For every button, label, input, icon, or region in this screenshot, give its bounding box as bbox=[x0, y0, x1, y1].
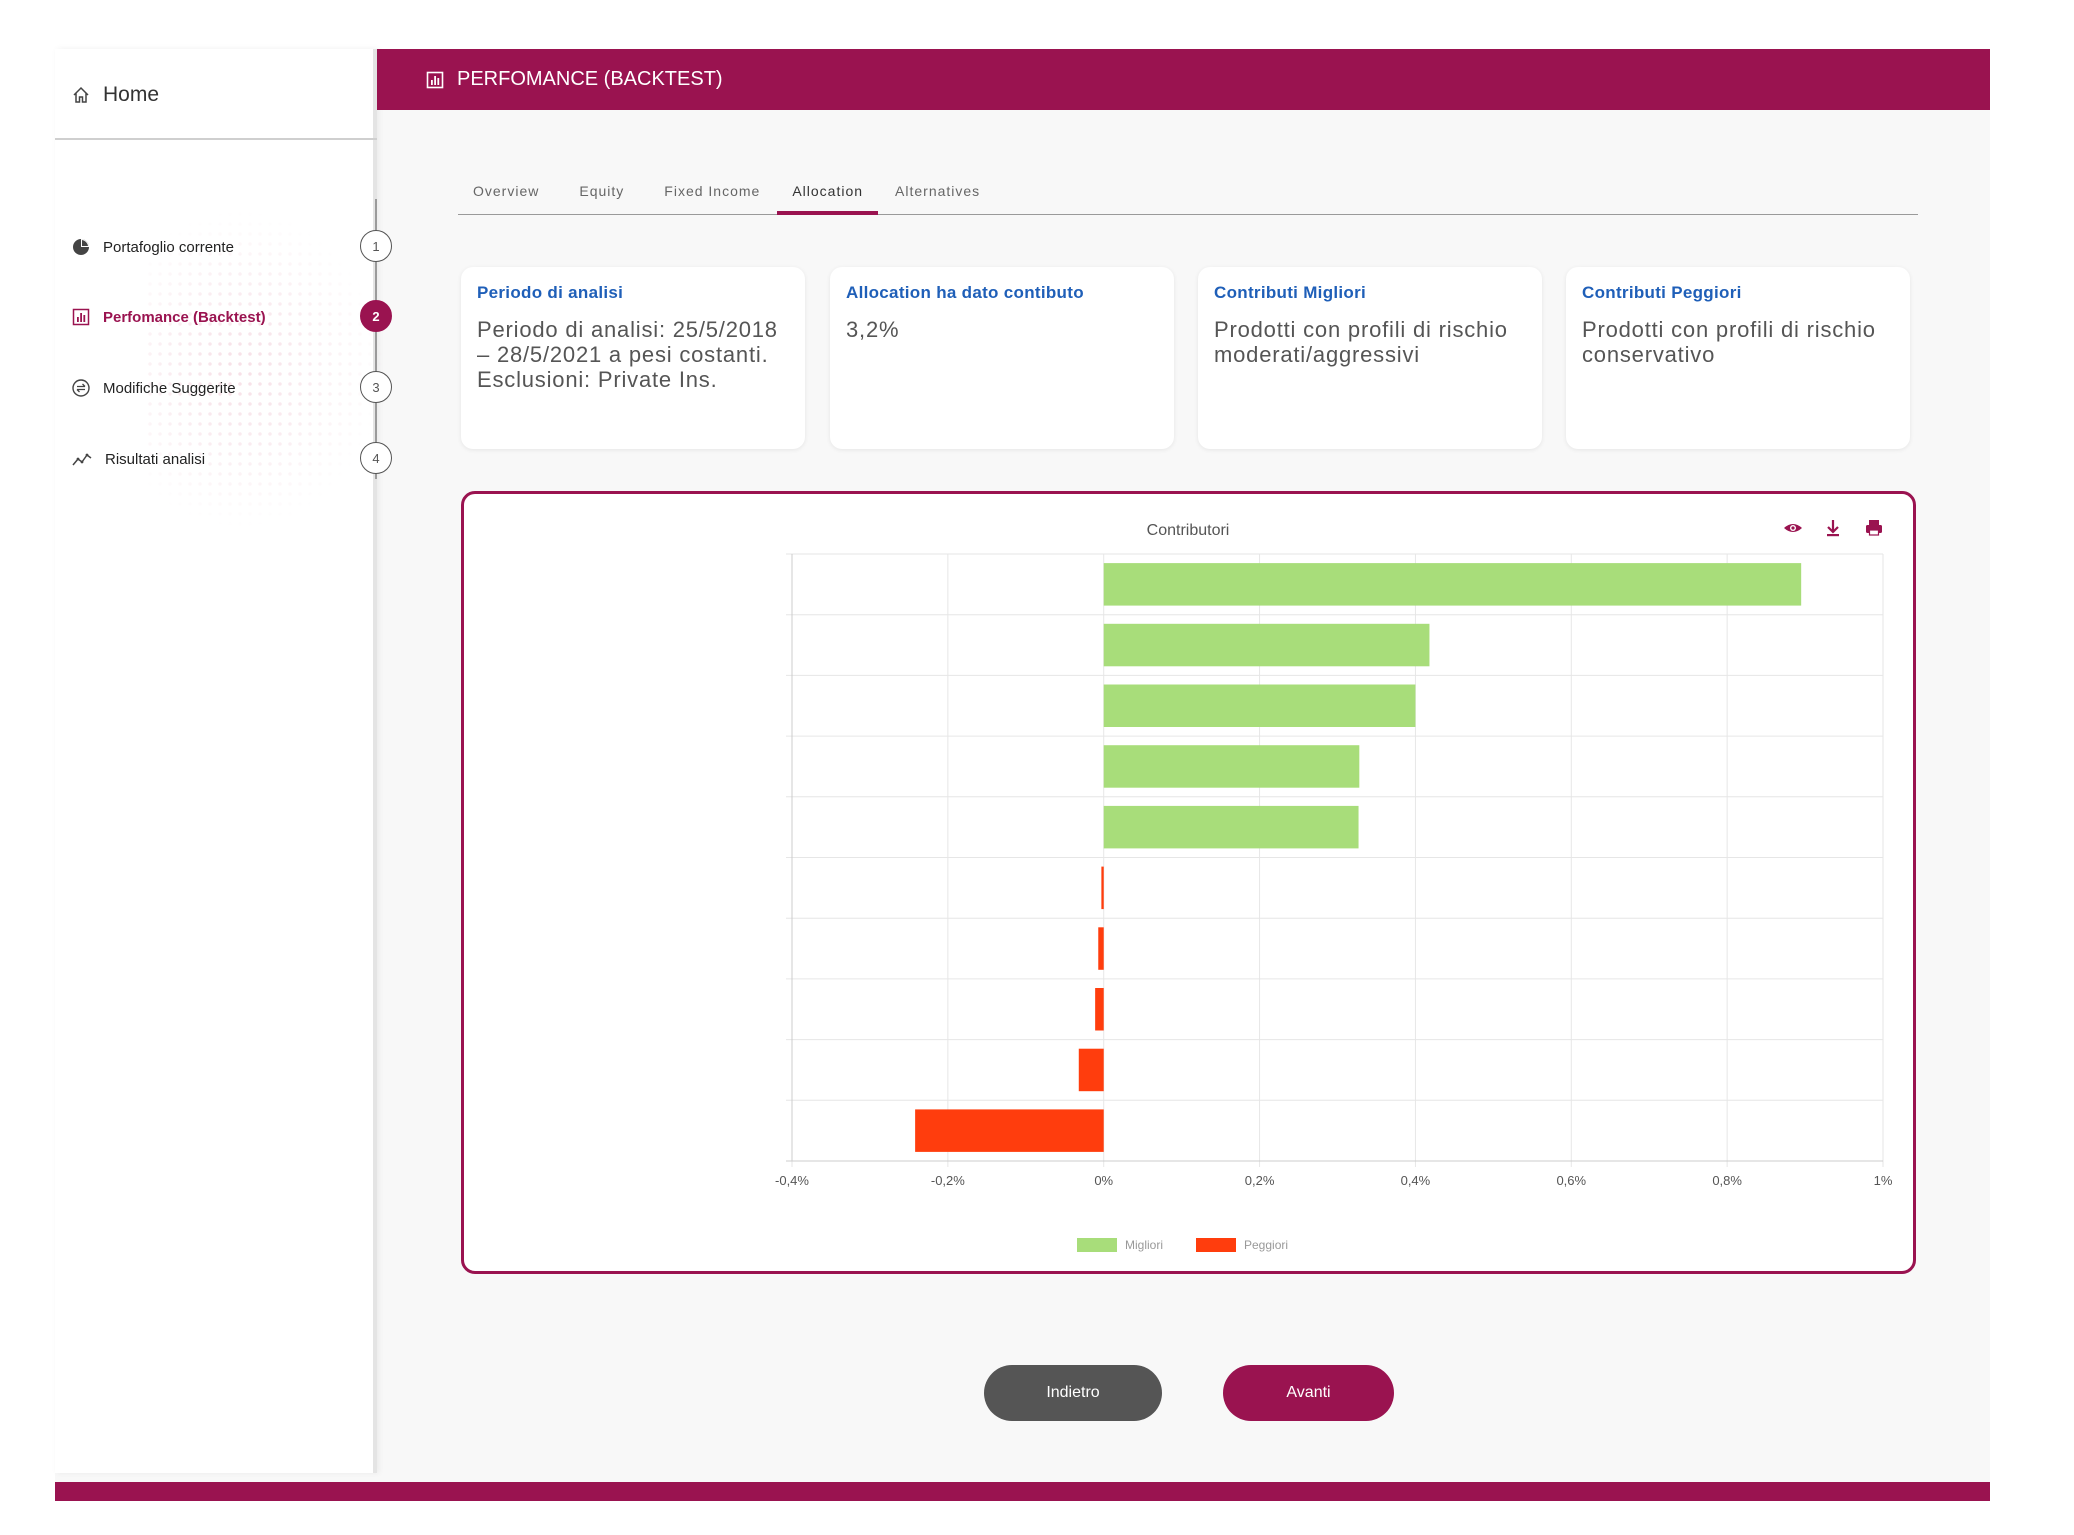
bar-migliori[interactable] bbox=[1103, 745, 1360, 788]
x-tick-label: 1% bbox=[1874, 1173, 1893, 1188]
legend-swatch-migliori[interactable] bbox=[1077, 1238, 1117, 1252]
bar-migliori[interactable] bbox=[1103, 684, 1416, 727]
footer-bar bbox=[55, 1482, 1990, 1501]
tab-equity[interactable]: Equity bbox=[579, 183, 625, 199]
chart-title: Contributori bbox=[1147, 522, 1230, 539]
home-icon bbox=[73, 86, 89, 103]
card-text: Prodotti con profili di rischio moderati… bbox=[1214, 317, 1508, 367]
card-title: Contributi Peggiori bbox=[1582, 283, 1742, 302]
sidebar-item-modifiche[interactable]: Modifiche Suggerite bbox=[71, 371, 371, 405]
sidebar-item-performance[interactable]: Perfomance (Backtest) bbox=[71, 300, 371, 334]
legend-label-migliori[interactable]: Migliori bbox=[1125, 1238, 1163, 1252]
next-button[interactable]: Avanti bbox=[1223, 1365, 1394, 1421]
bar-chart-icon bbox=[72, 308, 90, 326]
info-card-migliori: Contributi Migliori Prodotti con profili… bbox=[1198, 267, 1542, 449]
print-icon[interactable] bbox=[1866, 520, 1882, 536]
bar-chart-icon bbox=[426, 71, 444, 88]
step-indicator[interactable]: 1 bbox=[360, 230, 392, 262]
tab-alternatives[interactable]: Alternatives bbox=[895, 183, 981, 199]
page-title: PERFOMANCE (BACKTEST) bbox=[457, 68, 723, 90]
back-button[interactable]: Indietro bbox=[984, 1365, 1162, 1421]
chart-ticks: -0,4% -0,2% 0% 0,2% 0,4% 0,6% 0,8% 1% bbox=[775, 1173, 1893, 1188]
info-card-periodo: Periodo di analisi Periodo di analisi: 2… bbox=[461, 267, 805, 449]
card-title: Periodo di analisi bbox=[477, 283, 624, 302]
chart-bars bbox=[915, 563, 1802, 1152]
bar-migliori[interactable] bbox=[1103, 623, 1430, 667]
card-text: 3,2% bbox=[846, 317, 900, 342]
tab-bar: Overview Equity Fixed Income Allocation … bbox=[458, 167, 1918, 215]
sidebar-divider bbox=[55, 138, 377, 140]
decorative-pattern bbox=[145, 209, 385, 529]
x-tick-label: -0,2% bbox=[931, 1173, 965, 1188]
bar-peggiori[interactable] bbox=[1098, 927, 1104, 970]
step-indicator[interactable]: 3 bbox=[360, 371, 392, 403]
bar-peggiori[interactable] bbox=[915, 1109, 1104, 1152]
x-tick-label: 0% bbox=[1094, 1173, 1113, 1188]
sidebar: Home Portafoglio corrente 1 Perfomance (… bbox=[55, 49, 392, 1473]
download-icon[interactable] bbox=[1827, 520, 1839, 537]
sidebar-item-portafoglio[interactable]: Portafoglio corrente bbox=[71, 230, 371, 264]
contributori-chart: -0,4% -0,2% 0% 0,2% 0,4% 0,6% 0,8% 1% Contribut… bbox=[775, 520, 1893, 1252]
chart-legend: Migliori Peggiori bbox=[1077, 1238, 1288, 1252]
step-indicator[interactable]: 4 bbox=[360, 442, 392, 474]
chart-grid bbox=[786, 553, 1884, 1167]
bar-migliori[interactable] bbox=[1103, 805, 1359, 849]
page-header: PERFOMANCE (BACKTEST) bbox=[377, 49, 1990, 110]
card-text: Periodo di analisi: 25/5/2018 – 28/5/202… bbox=[477, 317, 778, 392]
sidebar-item-label: Modifiche Suggerite bbox=[103, 379, 236, 397]
legend-swatch-peggiori[interactable] bbox=[1196, 1238, 1236, 1252]
bar-peggiori[interactable] bbox=[1078, 1048, 1104, 1092]
eye-icon[interactable] bbox=[1784, 524, 1802, 532]
sidebar-item-label: Risultati analisi bbox=[105, 450, 206, 468]
home-label: Home bbox=[103, 83, 160, 106]
swap-icon bbox=[72, 379, 90, 397]
tab-overview[interactable]: Overview bbox=[473, 183, 540, 199]
pie-chart-icon bbox=[73, 239, 89, 255]
card-title: Contributi Migliori bbox=[1214, 283, 1367, 302]
tab-fixed-income[interactable]: Fixed Income bbox=[664, 183, 761, 199]
info-card-peggiori: Contributi Peggiori Prodotti con profili… bbox=[1566, 267, 1910, 449]
stepper-line bbox=[375, 199, 377, 479]
trend-line-icon bbox=[72, 453, 92, 466]
x-tick-label: 0,4% bbox=[1401, 1173, 1431, 1188]
bar-migliori[interactable] bbox=[1103, 563, 1802, 606]
home-link[interactable]: Home bbox=[71, 79, 159, 111]
sidebar-item-label: Portafoglio corrente bbox=[103, 238, 234, 256]
x-tick-label: -0,4% bbox=[775, 1173, 809, 1188]
x-tick-label: 0,6% bbox=[1556, 1173, 1586, 1188]
bar-peggiori[interactable] bbox=[1095, 988, 1104, 1031]
tab-allocation[interactable]: Allocation bbox=[777, 167, 879, 215]
bar-peggiori[interactable] bbox=[1101, 866, 1104, 910]
x-tick-label: 0,2% bbox=[1245, 1173, 1275, 1188]
sidebar-item-label: Perfomance (Backtest) bbox=[103, 308, 266, 326]
info-card-allocation: Allocation ha dato contibuto 3,2% bbox=[830, 267, 1174, 449]
card-title: Allocation ha dato contibuto bbox=[846, 283, 1084, 302]
x-tick-label: 0,8% bbox=[1712, 1173, 1742, 1188]
legend-label-peggiori[interactable]: Peggiori bbox=[1244, 1238, 1288, 1252]
step-indicator-active[interactable]: 2 bbox=[360, 300, 392, 332]
sidebar-item-risultati[interactable]: Risultati analisi bbox=[71, 442, 371, 476]
chart-card: -0,4% -0,2% 0% 0,2% 0,4% 0,6% 0,8% 1% Contribut… bbox=[461, 491, 1916, 1274]
card-text: Prodotti con profili di rischio conserva… bbox=[1582, 317, 1876, 367]
